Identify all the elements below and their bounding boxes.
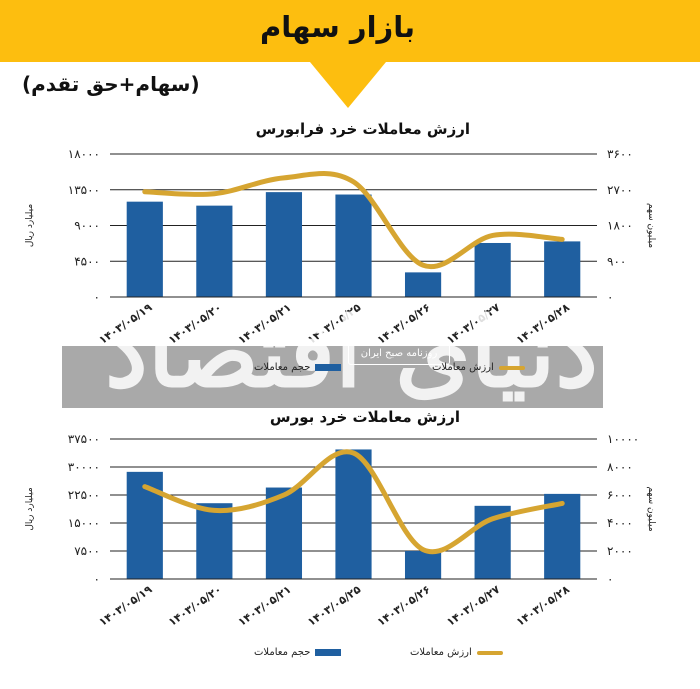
- header-pointer: [310, 62, 386, 108]
- y2-tick-label: ۹۰۰: [607, 254, 626, 268]
- chart2-legend-bar: حجم معاملات: [254, 647, 342, 658]
- y-tick-label: ۲۲۵۰۰: [68, 488, 100, 502]
- y-axis-label: میلیارد ریال: [25, 204, 35, 248]
- y2-tick-label: ۱۸۰۰: [607, 219, 633, 233]
- bar: [265, 487, 303, 579]
- y-tick-label: ۱۵۰۰۰: [68, 516, 100, 530]
- bar: [474, 242, 511, 297]
- page-subtitle: (سهام+حق تقدم): [22, 72, 200, 96]
- y2-tick-label: ۱۰۰۰۰: [607, 432, 639, 446]
- x-tick-label: ۱۴۰۳/۰۵/۲۵: [305, 583, 363, 629]
- legend-bar-swatch: [315, 649, 342, 656]
- chart2-legend-line: ارزش معاملات: [410, 647, 503, 658]
- chart2-plot: ۰ ۷۵۰۰ ۱۵۰۰۰ ۲۲۵۰۰ ۳۰۰۰۰ ۳۷۵۰۰ ۰ ۲۰۰۰ ۴۰۰۰ ۶۰۰۰ ۸۰…: [25, 432, 656, 629]
- bar: [196, 205, 233, 297]
- y2-axis-label: میلیون سهم: [646, 203, 656, 248]
- y2-tick-label: ۴۰۰۰: [607, 516, 633, 530]
- y-tick-label: ۱۸۰۰۰: [68, 147, 100, 161]
- chart1-legend-bar: حجم معاملات: [254, 362, 342, 373]
- x-tick-label: ۱۴۰۳/۰۵/۲۸: [514, 583, 572, 629]
- legend-line-swatch: [498, 365, 525, 370]
- legend-bar-swatch: [315, 364, 342, 371]
- bar: [544, 241, 581, 297]
- series-line: [142, 171, 565, 270]
- chart1-legend-line: ارزش معاملات: [432, 362, 525, 373]
- y-axis-label: میلیارد ریال: [25, 487, 35, 531]
- x-tick-label: ۱۴۰۳/۰۵/۱۹: [96, 583, 154, 629]
- y-tick-label: ۳۰۰۰۰: [68, 460, 100, 474]
- y2-tick-label: ۳۶۰۰: [607, 147, 633, 161]
- y-tick-label: ۰: [94, 572, 100, 586]
- y2-tick-label: ۲۰۰۰: [607, 544, 633, 558]
- bar: [196, 503, 233, 579]
- legend-bar-label: حجم معاملات: [254, 647, 311, 658]
- x-tick-label: ۱۴۰۳/۰۵/۲۱: [236, 583, 294, 629]
- chart1-title: ارزش معاملات خرد فرابورس: [255, 120, 470, 138]
- y2-tick-label: ۰: [607, 572, 613, 586]
- series-line: [142, 449, 565, 555]
- x-tick-label: ۱۴۰۳/۰۵/۲۶: [375, 583, 433, 629]
- y2-tick-label: ۸۰۰۰: [607, 460, 633, 474]
- y2-axis-label: میلیون سهم: [646, 486, 656, 531]
- chart1-plot: ۰ ۴۵۰۰ ۹۰۰۰ ۱۳۵۰۰ ۱۸۰۰۰ ۰ ۹۰۰ ۱۸۰۰ ۲۷۰۰ ۳۶۰۰ میلیا…: [25, 147, 656, 347]
- legend-line-label: ارزش معاملات: [432, 362, 494, 373]
- y-tick-label: ۳۷۵۰۰: [68, 432, 100, 446]
- header-banner: بازار سهام: [0, 0, 700, 62]
- legend-line-label: ارزش معاملات: [410, 647, 472, 658]
- x-tick-label: ۱۴۰۳/۰۵/۲۷: [444, 583, 502, 629]
- y2-tick-label: ۲۷۰۰: [607, 183, 633, 197]
- y-tick-label: ۰: [94, 290, 100, 304]
- watermark-logo: دنیای اقتصاد: [105, 296, 600, 409]
- page-title: بازار سهام: [259, 10, 415, 44]
- y-tick-label: ۷۵۰۰: [74, 544, 100, 558]
- bar: [404, 551, 442, 579]
- legend-line-swatch: [476, 650, 503, 655]
- bar: [265, 192, 303, 297]
- y-tick-label: ۱۳۵۰۰: [68, 183, 100, 197]
- bar: [335, 194, 372, 297]
- y-tick-label: ۴۵۰۰: [74, 254, 100, 268]
- watermark-subtitle: روزنامه صبح ایران: [348, 343, 450, 365]
- watermark-band: [62, 346, 603, 408]
- y-tick-label: ۹۰۰۰: [74, 219, 100, 233]
- bar: [126, 201, 163, 297]
- x-tick-label: ۱۴۰۳/۰۵/۲۰: [166, 583, 224, 629]
- chart2-title: ارزش معاملات خرد بورس: [269, 408, 460, 426]
- y2-tick-label: ۶۰۰۰: [607, 488, 633, 502]
- bar: [404, 272, 442, 297]
- legend-bar-label: حجم معاملات: [254, 362, 311, 373]
- y2-tick-label: ۰: [607, 290, 613, 304]
- bar: [335, 449, 372, 579]
